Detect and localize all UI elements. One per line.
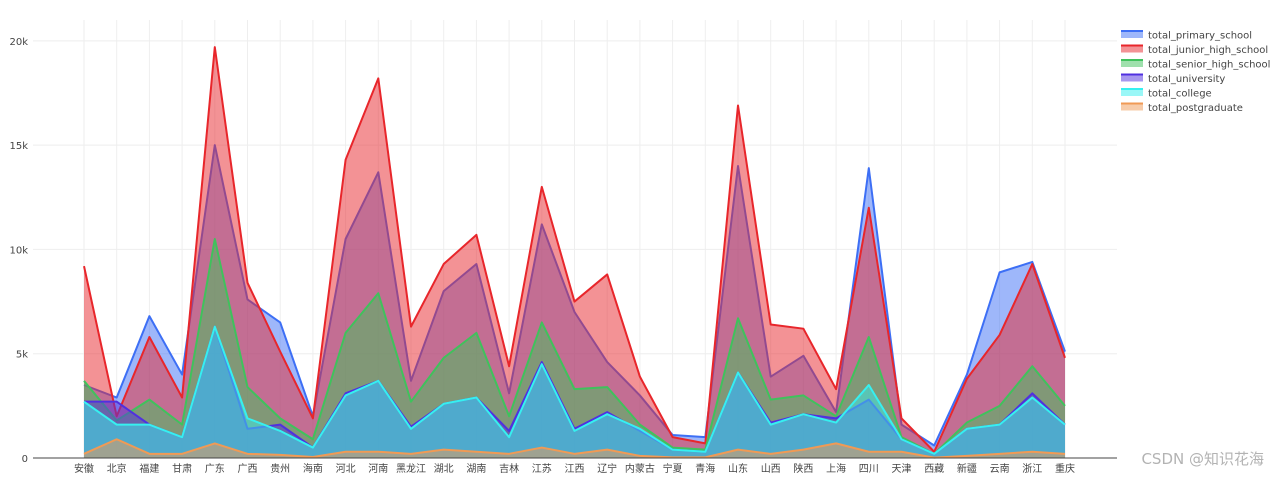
x-tick-label: 河南 <box>368 462 388 475</box>
legend-item-total_university[interactable]: total_university <box>1121 73 1225 85</box>
x-tick-label: 贵州 <box>270 462 290 475</box>
x-tick-label: 江西 <box>565 463 585 475</box>
x-tick-label: 辽宁 <box>597 462 617 475</box>
x-tick-label: 吉林 <box>499 462 519 475</box>
axis-layer: 0 5k 10k 15k 20k 安徽 北京 福建 甘肃 广东 广西 贵州 海南 河北 河南 黑龙江 湖北 湖南吉… <box>9 37 1117 475</box>
legend-item-total_college[interactable]: total_college <box>1121 88 1212 100</box>
legend-label: total_senior_high_school <box>1148 60 1270 71</box>
x-tick-label: 新疆 <box>957 462 977 475</box>
legend-swatch <box>1121 31 1143 38</box>
x-tick-label: 云南 <box>990 462 1010 475</box>
area-total_postgraduate <box>84 439 1065 458</box>
x-tick-label: 浙江 <box>1022 463 1042 475</box>
x-tick-label: 甘肃 <box>172 462 192 475</box>
area-total_college <box>84 326 1065 458</box>
legend-swatch <box>1121 89 1143 96</box>
legend-item-total_junior_high_school[interactable]: total_junior_high_school <box>1121 44 1268 56</box>
x-tick-label: 青海 <box>695 462 715 475</box>
x-tick-label: 宁夏 <box>663 462 683 475</box>
x-tick-label: 北京 <box>107 462 127 475</box>
x-tick-label: 内蒙古 <box>625 462 655 475</box>
area-layer <box>83 46 1066 459</box>
legend-item-total_primary_school[interactable]: total_primary_school <box>1121 30 1252 42</box>
line-total_junior_high_school <box>83 46 1066 453</box>
line-total_senior_high_school <box>83 238 1066 455</box>
legend-swatch <box>1121 45 1143 53</box>
watermark: CSDN @知识花海 <box>1141 450 1264 468</box>
y-tick-label: 0 <box>22 454 28 465</box>
legend-swatch <box>1121 60 1143 67</box>
line-total_postgraduate <box>83 438 1066 459</box>
legend-item-total_postgraduate[interactable]: total_postgraduate <box>1121 102 1243 114</box>
legend-label: total_primary_school <box>1148 31 1252 42</box>
legend-label: total_college <box>1148 89 1212 100</box>
x-tick-label: 陕西 <box>793 462 813 475</box>
x-tick-label: 山东 <box>728 462 748 475</box>
x-tick-label: 天津 <box>892 463 912 475</box>
x-tick-label: 山西 <box>761 463 781 475</box>
x-tick-label: 湖南 <box>466 462 486 475</box>
x-tick-label: 湖北 <box>434 463 454 475</box>
x-tick-label: 西藏 <box>924 463 944 475</box>
x-tick-label: 四川 <box>859 464 879 475</box>
x-tick-label: 广西 <box>238 463 258 475</box>
x-tick-label: 福建 <box>139 462 159 475</box>
x-tick-label: 广东 <box>205 462 225 475</box>
legend-label: total_junior_high_school <box>1148 45 1268 56</box>
x-tick-label: 黑龙江 <box>396 462 426 475</box>
legend-item-total_senior_high_school[interactable]: total_senior_high_school <box>1121 59 1270 71</box>
legend-swatch <box>1121 103 1143 111</box>
x-tick-label: 江苏 <box>532 462 552 475</box>
x-tick-label: 海南 <box>303 462 323 475</box>
area-total_junior_high_school <box>84 47 1065 458</box>
area-total_senior_high_school <box>84 239 1065 458</box>
legend[interactable]: total_primary_school total_junior_high_sc… <box>1121 30 1270 115</box>
x-tick-label: 上海 <box>826 462 846 475</box>
x-tick-label: 重庆 <box>1055 462 1075 475</box>
x-tick-label: 安徽 <box>74 462 94 475</box>
y-tick-label: 20k <box>9 37 28 48</box>
legend-swatch <box>1121 74 1143 82</box>
x-tick-label: 河北 <box>336 463 356 475</box>
line-total_college <box>83 325 1066 455</box>
y-tick-label: 5k <box>16 350 28 361</box>
y-tick-label: 10k <box>9 245 28 256</box>
legend-label: total_postgraduate <box>1148 103 1243 114</box>
legend-label: total_university <box>1148 74 1225 85</box>
y-tick-label: 15k <box>9 141 28 152</box>
